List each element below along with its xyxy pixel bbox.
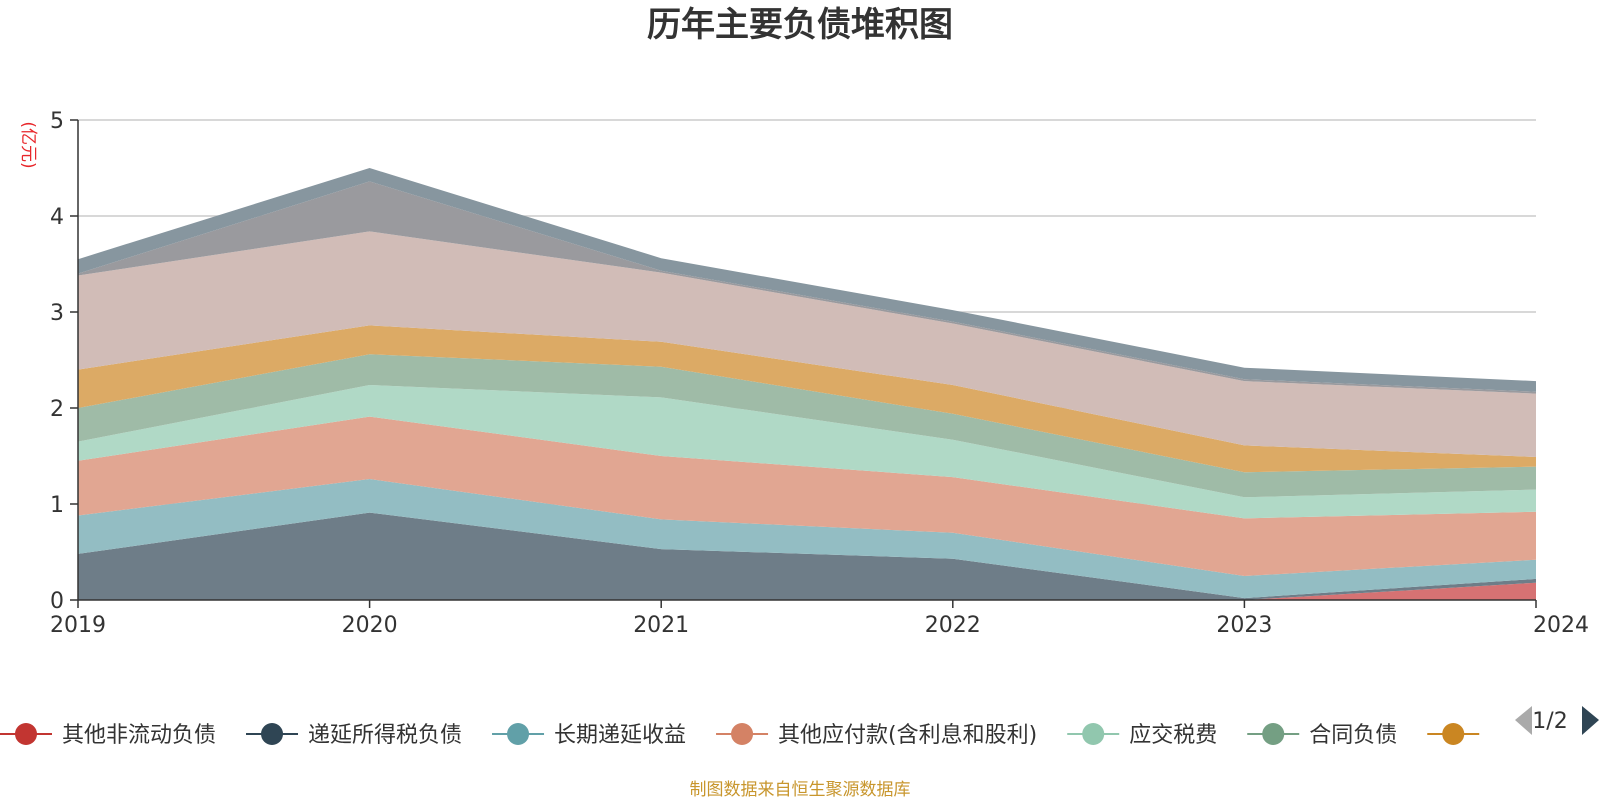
- legend-label: 其他应付款(含利息和股利): [778, 723, 1037, 748]
- legend-item[interactable]: [1427, 723, 1480, 745]
- area-series-8: [78, 231, 1536, 457]
- legend-pager: 1/2: [1515, 706, 1599, 735]
- legend-label: 其他非流动负债: [62, 723, 216, 748]
- legend: 其他非流动负债 递延所得税负债 长期递延收益 其他应付款(含利息和股利) 应交税费 合同负…: [0, 723, 1480, 748]
- legend-label: 合同负债: [1309, 723, 1397, 748]
- legend-label: 递延所得税负债: [308, 723, 462, 748]
- area-series-group: [78, 168, 1536, 600]
- legend-circle-icon: [731, 723, 754, 745]
- legend-next-page-icon[interactable]: [1582, 706, 1599, 735]
- area-series-9: [78, 181, 1536, 394]
- legend-circle-icon: [261, 723, 284, 745]
- area-series-6: [78, 354, 1536, 498]
- area-series-4: [78, 416, 1536, 576]
- area-series-1: [78, 582, 1536, 600]
- x-tick-label: 2024: [1533, 613, 1589, 638]
- legend-circle-icon: [1082, 723, 1105, 745]
- x-tick-label: 2019: [50, 613, 106, 638]
- axes: [70, 119, 1537, 608]
- x-tick-label: 2023: [1216, 613, 1272, 638]
- y-tick-label: 5: [50, 109, 64, 134]
- area-series-2: [78, 512, 1536, 600]
- legend-item[interactable]: 其他应付款(含利息和股利): [716, 723, 1037, 748]
- legend-label: 长期递延收益: [554, 723, 686, 748]
- chart-title: 历年主要负债堆积图: [647, 5, 953, 45]
- legend-circle-icon: [507, 723, 530, 745]
- x-tick-label: 2022: [925, 613, 981, 638]
- y-tick-label: 0: [50, 589, 64, 614]
- legend-circle-icon: [1442, 723, 1465, 745]
- y-tick-label: 4: [50, 205, 64, 230]
- legend-circle-icon: [15, 723, 37, 745]
- y-tick-label: 2: [50, 397, 64, 422]
- data-source-note: 制图数据来自恒生聚源数据库: [690, 780, 911, 800]
- legend-label: 应交税费: [1129, 723, 1217, 748]
- x-tick-label: 2021: [633, 613, 689, 638]
- y-tick-labels: 0 1 2 3 4 5: [50, 109, 64, 614]
- area-series-3: [78, 479, 1536, 599]
- legend-circle-icon: [1262, 723, 1285, 745]
- legend-item[interactable]: 长期递延收益: [492, 723, 686, 748]
- legend-prev-page-icon[interactable]: [1515, 706, 1532, 735]
- y-tick-label: 3: [50, 301, 64, 326]
- area-series-7: [78, 325, 1536, 473]
- legend-item[interactable]: 递延所得税负债: [246, 723, 462, 748]
- y-tick-label: 1: [50, 493, 64, 518]
- legend-item[interactable]: 其他非流动负债: [0, 723, 216, 748]
- legend-item[interactable]: 合同负债: [1247, 723, 1397, 748]
- x-tick-labels: 2019 2020 2021 2022 2023 2024: [50, 613, 1589, 638]
- legend-page-indicator: 1/2: [1532, 709, 1567, 734]
- area-series-5: [78, 385, 1536, 519]
- legend-item[interactable]: 应交税费: [1067, 723, 1217, 748]
- y-axis-unit-label: (亿元): [18, 121, 38, 168]
- x-tick-label: 2020: [342, 613, 398, 638]
